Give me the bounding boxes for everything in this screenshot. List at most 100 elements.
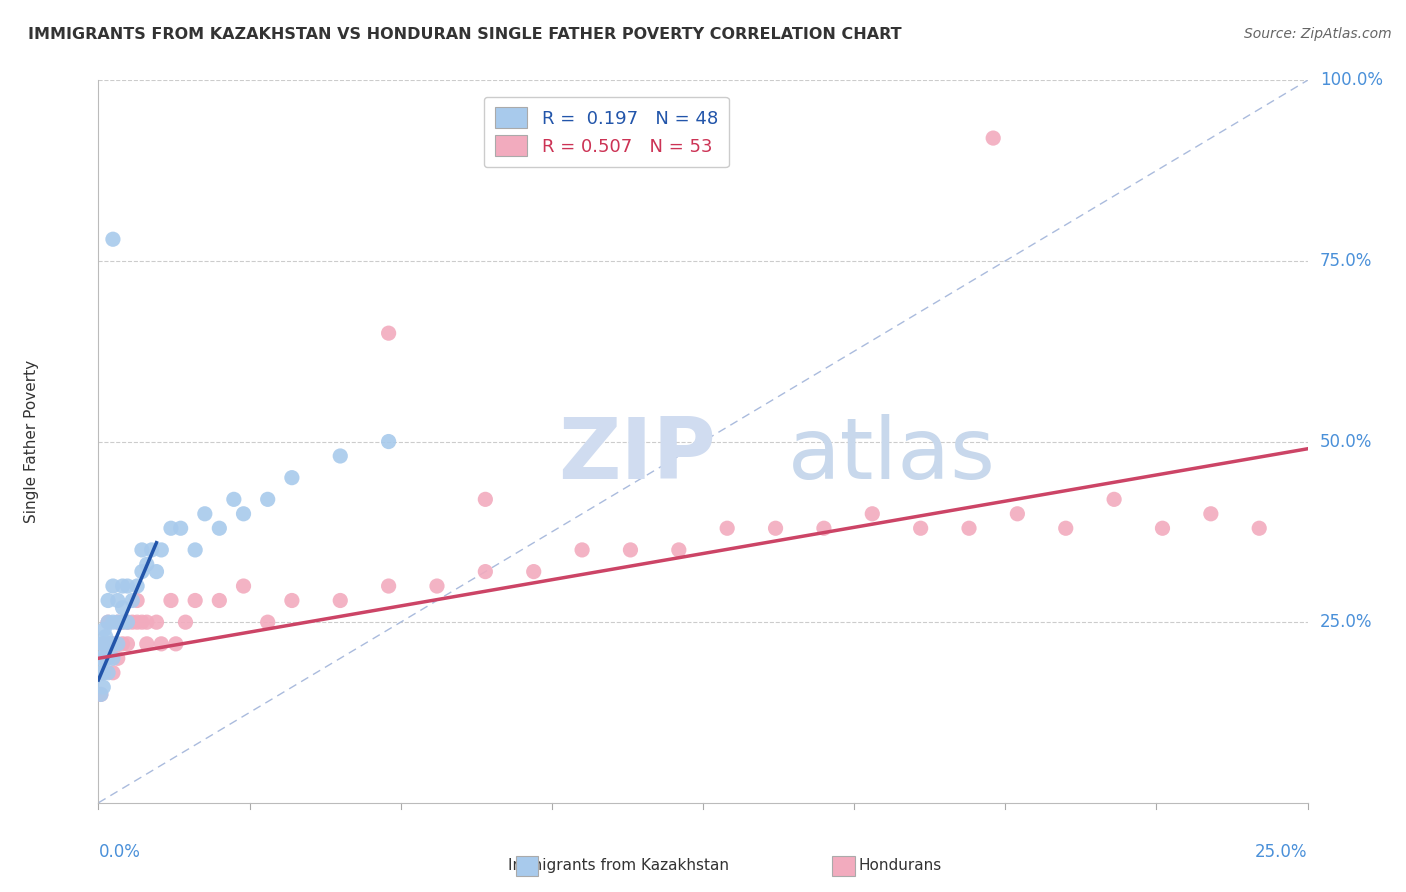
Point [101,665,124,680]
Text: Source: ZipAtlas.com: Source: ZipAtlas.com [1244,27,1392,41]
Point [1102,492,1125,507]
Text: 0.0%: 0.0% [98,843,141,861]
Point [91,637,114,651]
Point [377,579,399,593]
Point [97,637,120,651]
Point [127,593,149,607]
Point [716,521,738,535]
Text: ZIP: ZIP [558,415,716,498]
Point [208,593,231,607]
Point [1152,521,1174,535]
Point [957,521,980,535]
Point [107,637,129,651]
Text: 25.0%: 25.0% [1256,843,1308,861]
Point [232,579,254,593]
Point [474,565,496,579]
Point [131,615,153,630]
Point [93,623,115,637]
Point [1199,507,1222,521]
Point [194,507,217,521]
Text: Single Father Poverty: Single Father Poverty [24,360,39,523]
Point [107,615,129,630]
Point [111,579,134,593]
Point [91,637,114,651]
Point [981,131,1004,145]
Point [150,542,173,557]
Point [97,665,120,680]
Point [111,600,134,615]
Point [117,637,139,651]
Point [101,579,124,593]
Point [101,651,124,665]
Point [160,593,183,607]
Point [127,579,149,593]
Point [135,558,157,572]
Point [121,615,143,630]
Point [111,615,134,630]
Text: Immigrants from Kazakhstan: Immigrants from Kazakhstan [508,858,730,872]
Point [256,615,278,630]
Point [107,615,129,630]
Legend: R =  0.197   N = 48, R = 0.507   N = 53: R = 0.197 N = 48, R = 0.507 N = 53 [484,96,728,167]
Point [97,637,120,651]
Point [256,492,278,507]
Point [222,492,245,507]
Point [523,565,546,579]
Point [184,542,207,557]
Point [111,615,134,630]
Point [208,521,231,535]
Point [131,565,153,579]
Point [94,651,117,665]
Point [101,637,124,651]
Point [860,507,883,521]
Point [150,637,173,651]
Point [91,680,114,694]
Point [135,615,157,630]
Text: atlas: atlas [787,415,995,498]
Text: 25.0%: 25.0% [1320,613,1372,632]
Text: 100.0%: 100.0% [1320,71,1382,89]
Point [426,579,449,593]
Point [94,630,117,644]
Point [127,615,149,630]
Text: Hondurans: Hondurans [858,858,942,872]
Point [232,507,254,521]
Point [765,521,787,535]
Point [91,651,114,665]
Point [117,615,139,630]
Point [90,687,112,701]
Text: IMMIGRANTS FROM KAZAKHSTAN VS HONDURAN SINGLE FATHER POVERTY CORRELATION CHART: IMMIGRANTS FROM KAZAKHSTAN VS HONDURAN S… [28,27,901,42]
Point [141,542,163,557]
Point [169,521,191,535]
Text: 50.0%: 50.0% [1320,433,1372,450]
Point [90,665,112,680]
Point [1249,521,1271,535]
Point [97,615,120,630]
Text: 75.0%: 75.0% [1320,252,1372,270]
Point [90,687,112,701]
Point [97,593,120,607]
Point [1054,521,1077,535]
Point [135,637,157,651]
Point [281,593,304,607]
Point [571,542,593,557]
Point [145,615,167,630]
Point [910,521,932,535]
Point [111,637,134,651]
Point [91,637,114,651]
Point [165,637,187,651]
Point [619,542,641,557]
Point [121,593,143,607]
Point [281,470,304,484]
Point [101,637,124,651]
Point [101,232,124,246]
Point [813,521,835,535]
Point [117,579,139,593]
Point [184,593,207,607]
Point [107,593,129,607]
Point [377,326,399,340]
Point [101,615,124,630]
Point [131,542,153,557]
Point [377,434,399,449]
Point [94,651,117,665]
